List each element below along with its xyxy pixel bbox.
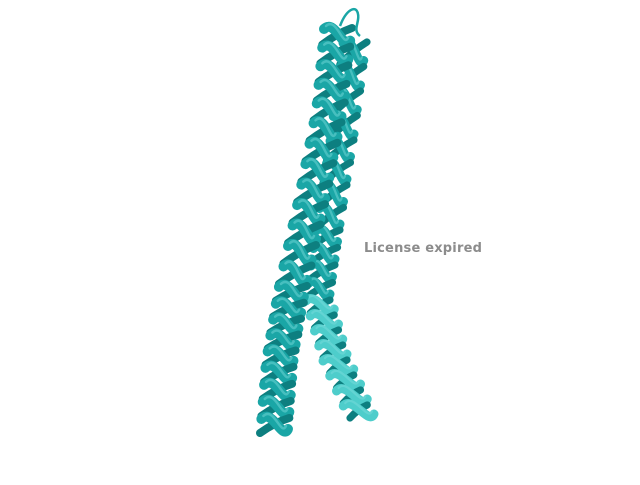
helix-turn-highlight [319, 339, 347, 355]
helix-turn-front [314, 339, 352, 362]
helix-turn-highlight [311, 309, 338, 325]
helix-turn-front [332, 384, 372, 407]
helix-left [256, 21, 356, 437]
helix-turn-front [278, 259, 312, 288]
helix-turn-highlight [314, 117, 337, 138]
helix-turn-front [305, 309, 343, 332]
helix-turn-front [315, 59, 352, 86]
helix-turn-highlight [279, 280, 304, 298]
helix-turn-highlight [323, 354, 353, 370]
helix-turn-front [259, 377, 296, 403]
top-loop-coil [338, 7, 361, 37]
helix-turn-front [257, 394, 295, 420]
helix-turn-highlight [306, 294, 334, 310]
helix-turn-highlight [302, 178, 325, 199]
helix-turn-highlight [337, 384, 367, 400]
helix-turn-front [319, 21, 356, 49]
helix-turn-front [283, 238, 317, 267]
helix-turn-highlight [324, 22, 350, 42]
helix-turn-highlight [322, 41, 348, 60]
helix-turn-front [310, 324, 348, 347]
helix-turn-front [300, 157, 335, 185]
helix-turn-highlight [263, 395, 289, 413]
helix-turn-highlight [317, 97, 341, 117]
helix-turn-highlight [309, 277, 330, 295]
helix-turn-front [313, 77, 350, 104]
helix-turn-highlight [271, 329, 295, 346]
helix-turn-highlight [276, 297, 301, 314]
helix-turn-front [273, 279, 309, 305]
helix-turn-front [260, 360, 298, 386]
helix-turn-front [317, 40, 354, 67]
helix-turn-highlight [273, 313, 298, 330]
license-watermark: License expired [364, 241, 483, 256]
helix-turn-front [270, 296, 307, 321]
helix-turn-front [265, 328, 301, 353]
helix-turn-highlight [319, 78, 344, 98]
helix-turn-highlight [306, 158, 329, 179]
helix-turn-front [292, 198, 326, 226]
helix-turn-front [325, 369, 365, 392]
helix-turn-front [262, 344, 299, 369]
helix-turn-front [256, 411, 293, 437]
helix-turn-highlight [268, 345, 293, 362]
helix-right [301, 36, 379, 422]
helix-turn-front [304, 136, 339, 165]
helix-turn-highlight [266, 361, 292, 379]
helix-turn-front [308, 116, 343, 145]
helix-turn-highlight [288, 239, 311, 260]
helix-turn-front [301, 294, 339, 317]
helix-turn-front [318, 354, 359, 377]
helix-turn-front [268, 312, 304, 337]
helix-turn-front [338, 399, 379, 422]
helix-turn-highlight [297, 198, 320, 219]
helix-turn-highlight [330, 369, 360, 385]
helix-turn-highlight [344, 399, 374, 415]
helix-turn-front [311, 96, 347, 124]
helix-turn-front [287, 218, 321, 247]
loop-top [338, 7, 361, 37]
helix-turn-highlight [321, 60, 346, 79]
helix-turn-front [296, 177, 331, 206]
helix-turn-highlight [293, 219, 316, 240]
helix-turn-highlight [284, 260, 307, 281]
helix-turn-highlight [310, 137, 333, 158]
helix-turn-highlight [262, 412, 288, 430]
helix-turn-highlight [315, 324, 342, 340]
helix-turn-highlight [264, 378, 290, 396]
